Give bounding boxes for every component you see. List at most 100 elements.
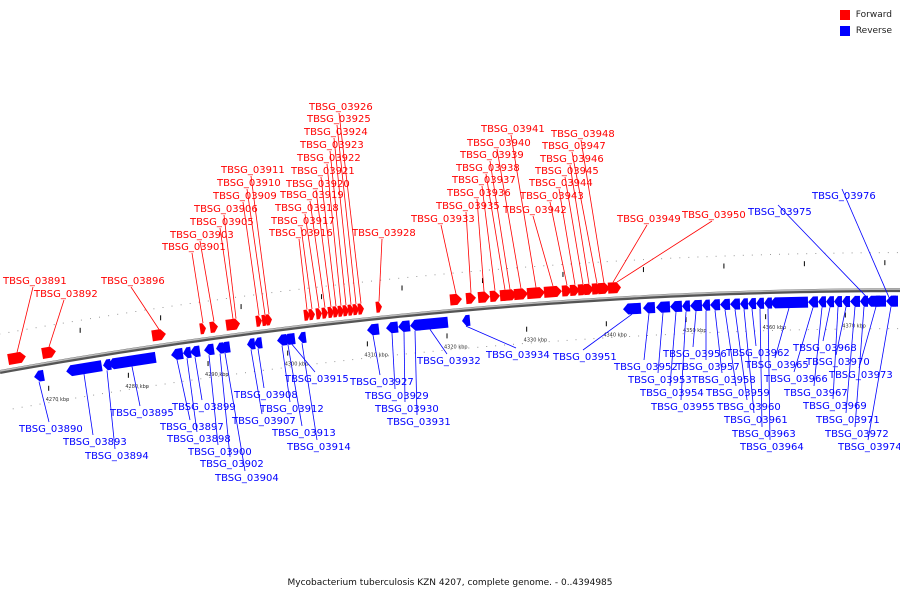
grid-dot (602, 337, 604, 339)
grid-dot (486, 346, 488, 347)
grid-dot (700, 332, 702, 334)
leader-line (300, 226, 313, 310)
grid-dot (579, 262, 581, 264)
grid-dot (245, 372, 246, 374)
leader-line (250, 349, 263, 415)
gene-label-TBSG_03890: TBSG_03890 (18, 424, 83, 435)
gene-label-TBSG_03927: TBSG_03927 (349, 377, 414, 388)
genome-backbone (0, 288, 900, 374)
gene-label-TBSG_03974: TBSG_03974 (837, 442, 900, 453)
grid-dot (191, 379, 193, 381)
tick-label: 4320 kbp (444, 344, 468, 350)
grid-dot (405, 353, 407, 355)
gene-TBSG_03922 (337, 305, 344, 317)
leader-line (582, 313, 633, 351)
grid-dot (745, 330, 747, 332)
grid-dot (670, 257, 672, 259)
gene-label-TBSG_03928: TBSG_03928 (351, 228, 416, 239)
gene-labels: TBSG_03890 TBSG_03891 TBSG_03892 TBSG_03893… (2, 102, 900, 484)
gene-TBSG_03953 (656, 301, 671, 313)
grid-dot (504, 344, 506, 346)
leader-line (643, 313, 650, 361)
grid-dot (497, 268, 499, 270)
leader-line (549, 201, 568, 286)
grid-dot (760, 254, 762, 256)
gene-label-TBSG_03935: TBSG_03935 (435, 201, 500, 212)
leader-line (532, 215, 554, 287)
gene-TBSG_03956 (690, 299, 703, 312)
gene-label-TBSG_03949: TBSG_03949 (616, 214, 681, 225)
leader-line (403, 331, 406, 403)
grid-dot (126, 312, 128, 314)
gene-TBSG_03948 (597, 282, 610, 295)
leader-line (813, 307, 823, 387)
grid-dot (897, 328, 899, 330)
grid-dot (516, 267, 518, 269)
gene-TBSG_03954 (670, 300, 683, 313)
grid-dot (548, 341, 550, 343)
legend-label: Reverse (855, 26, 892, 36)
gene-TBSG_03959 (720, 298, 731, 310)
grid-dot (12, 408, 14, 410)
grid-dot (144, 309, 146, 311)
gene-label-TBSG_03959: TBSG_03959 (705, 388, 770, 399)
gene-label-TBSG_03919: TBSG_03919 (279, 190, 344, 201)
leader-line (48, 299, 65, 348)
leader-line (257, 348, 265, 389)
grid-dot (407, 276, 409, 278)
gene-TBSG_03901 (199, 323, 206, 335)
grid-dot (26, 328, 28, 330)
gene-label-TBSG_03898: TBSG_03898 (166, 434, 231, 445)
leader-line (304, 213, 320, 309)
leader-line (194, 357, 203, 401)
grid-dot (682, 333, 684, 335)
grid-dot (180, 304, 182, 306)
leader-line (571, 151, 598, 284)
gene-label-TBSG_03926: TBSG_03926 (308, 102, 373, 113)
gene-TBSG_03924 (347, 304, 354, 316)
grid-dot (379, 356, 380, 358)
gene-label-TBSG_03894: TBSG_03894 (84, 451, 149, 462)
leader-line (680, 311, 687, 401)
grid-dot (834, 328, 836, 330)
grid-dot (697, 256, 699, 258)
gene-TBSG_03930 (398, 320, 411, 332)
gene-label-TBSG_03966: TBSG_03966 (763, 374, 828, 385)
leader-line (822, 307, 831, 342)
gene-label-TBSG_03902: TBSG_03902 (199, 459, 264, 470)
grid-dot (93, 394, 95, 396)
grid-dot (280, 291, 282, 292)
grid-dot (477, 346, 479, 348)
grid-dot (280, 367, 282, 369)
grid-dot (236, 373, 238, 375)
grid-dot (833, 252, 835, 254)
grid-dot (661, 258, 663, 260)
gene-label-TBSG_03933: TBSG_03933 (410, 214, 475, 225)
gene-label-TBSG_03975: TBSG_03975 (747, 207, 812, 218)
gene-TBSG_03926 (357, 303, 364, 315)
gene-label-TBSG_03969: TBSG_03969 (802, 401, 867, 412)
gene-label-TBSG_03896: TBSG_03896 (100, 276, 165, 287)
gene-label-TBSG_03914: TBSG_03914 (286, 442, 351, 453)
grid-dot (316, 363, 318, 365)
leader-line (315, 189, 332, 307)
backbone-highlight (0, 288, 900, 372)
gene-label-TBSG_03925: TBSG_03925 (306, 114, 371, 125)
gene-TBSG_03969 (834, 296, 843, 308)
leader-line (329, 150, 347, 306)
grid-dot (842, 252, 844, 254)
grid-dot (71, 321, 73, 323)
grid-dot (380, 279, 382, 281)
leader-line (564, 176, 584, 285)
gene-label-TBSG_03956: TBSG_03956 (662, 349, 727, 360)
grid-dot (171, 305, 173, 307)
leader-line (291, 344, 316, 373)
grid-dot (691, 332, 693, 334)
gene-TBSG_03891 (7, 351, 26, 365)
grid-dot (513, 343, 514, 345)
gene-TBSG_03962 (748, 297, 757, 310)
grid-dot (611, 337, 613, 338)
grid-dot (253, 294, 255, 296)
grid-dot (860, 252, 862, 254)
grid-dot (452, 272, 454, 274)
